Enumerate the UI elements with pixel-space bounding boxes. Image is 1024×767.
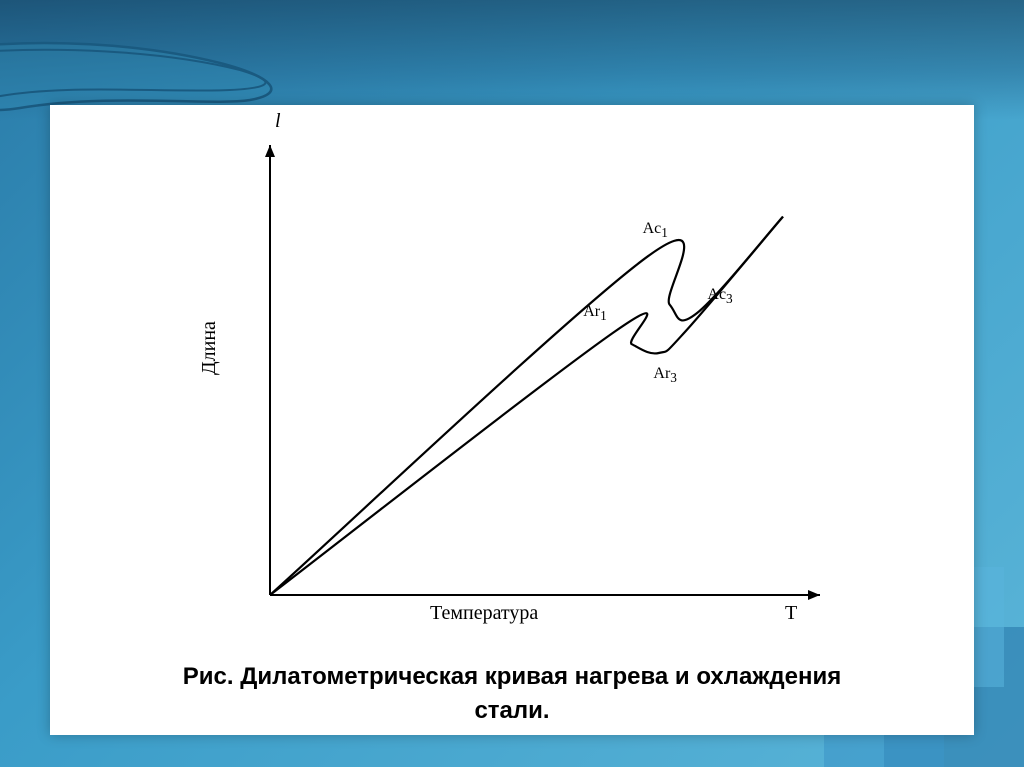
point-label-Ar3: Ar3 xyxy=(653,365,677,386)
caption-line2: стали. xyxy=(474,697,549,724)
point-label-Ar1: Ar1 xyxy=(583,303,607,324)
caption-line1: Рис. Дилатометрическая кривая нагрева и … xyxy=(183,663,841,690)
dilatometric-chart xyxy=(200,125,840,625)
content-card: l Длина Температура T Ac1Ac3Ar1Ar3 Рис. … xyxy=(50,105,974,735)
point-label-Ac1: Ac1 xyxy=(643,220,668,241)
slide-background: l Длина Температура T Ac1Ac3Ar1Ar3 Рис. … xyxy=(0,0,1024,767)
point-label-Ac3: Ac3 xyxy=(707,286,732,307)
figure-caption: Рис. Дилатометрическая кривая нагрева и … xyxy=(50,660,974,727)
